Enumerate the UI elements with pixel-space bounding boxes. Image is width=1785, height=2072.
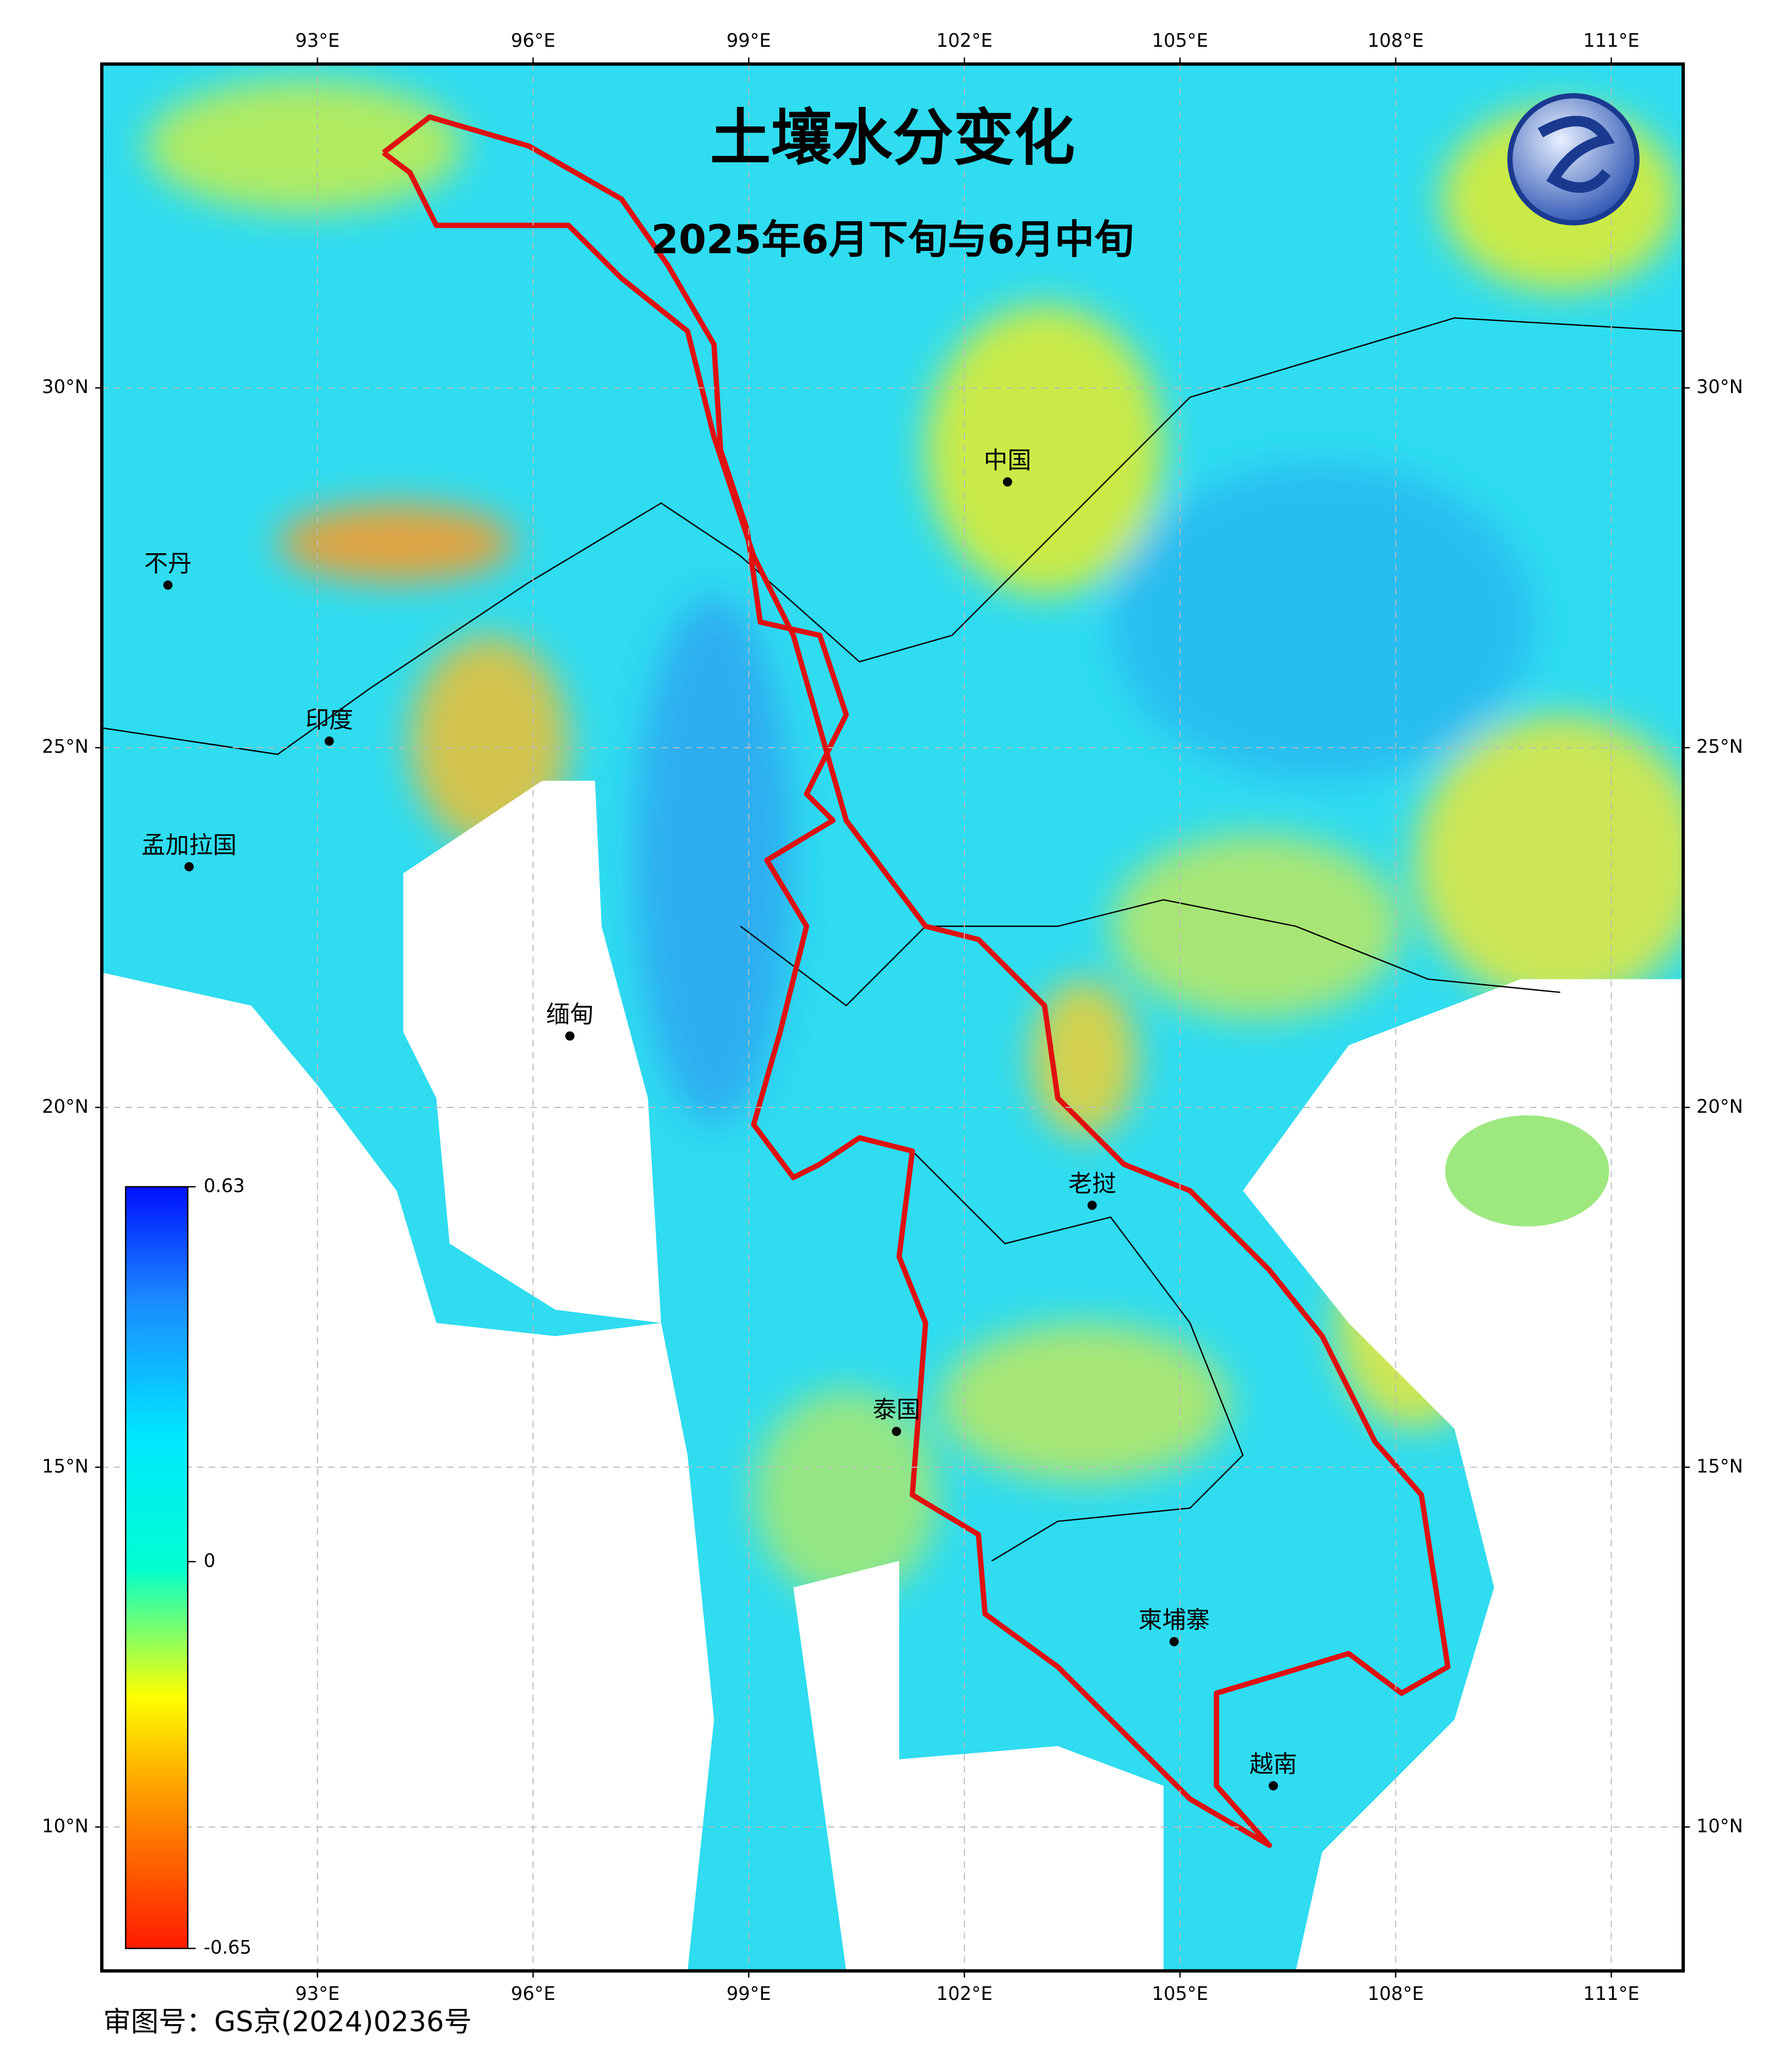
lon-label: 105°E <box>1152 1983 1208 2004</box>
place-label: 老挝 <box>1068 1170 1116 1198</box>
map-raster <box>101 64 1684 1971</box>
lon-label: 111°E <box>1583 1983 1639 2004</box>
lat-label: 15°N <box>1696 1455 1743 1477</box>
colorbar <box>125 1186 189 1949</box>
place-label: 泰国 <box>872 1397 920 1424</box>
lon-label: 111°E <box>1583 30 1639 51</box>
colorbar-label: 0.63 <box>204 1175 245 1196</box>
lat-label: 25°N <box>1696 736 1743 757</box>
place-dot <box>1268 1781 1278 1791</box>
place-label: 印度 <box>305 706 353 734</box>
lon-label: 99°E <box>727 30 771 51</box>
lon-label: 105°E <box>1152 30 1208 51</box>
lat-label: 25°N <box>42 736 89 757</box>
colorbar-label: -0.65 <box>204 1937 252 1958</box>
lat-label: 30°N <box>1696 376 1743 397</box>
map-subtitle: 2025年6月下旬与6月中旬 <box>651 216 1134 263</box>
lon-label: 96°E <box>511 30 555 51</box>
lat-label: 15°N <box>42 1455 89 1477</box>
lon-label: 93°E <box>295 30 340 51</box>
lon-label: 96°E <box>511 1983 555 2004</box>
lon-label: 108°E <box>1368 1983 1424 2004</box>
place-label: 中国 <box>984 447 1031 475</box>
lon-label: 108°E <box>1368 30 1424 51</box>
lon-label: 102°E <box>936 30 992 51</box>
place-dot <box>1087 1201 1097 1210</box>
place-dot <box>324 736 334 746</box>
place-dot <box>565 1031 575 1041</box>
lon-label: 99°E <box>727 1983 771 2004</box>
place-label: 柬埔寨 <box>1138 1607 1210 1634</box>
lat-label: 20°N <box>42 1095 89 1117</box>
lat-label: 10°N <box>1696 1815 1743 1836</box>
lat-label: 30°N <box>42 376 89 397</box>
place-dot <box>163 580 173 590</box>
lon-label: 102°E <box>936 1983 992 2004</box>
place-label: 孟加拉国 <box>141 832 237 859</box>
place-dot <box>1003 477 1012 487</box>
place-label: 缅甸 <box>546 1001 593 1028</box>
place-dot <box>1169 1637 1179 1646</box>
place-dot <box>892 1426 902 1436</box>
map-title: 土壤水分变化 <box>710 102 1075 173</box>
lat-label: 10°N <box>42 1815 89 1836</box>
logo <box>1507 93 1640 226</box>
place-label: 越南 <box>1249 1751 1297 1779</box>
map-frame <box>100 62 1685 1973</box>
approval-number: 审图号：GS京(2024)0236号 <box>103 2005 472 2038</box>
place-dot <box>184 862 194 871</box>
basin-boundary <box>381 114 1451 1848</box>
lat-label: 20°N <box>1696 1095 1743 1117</box>
lon-label: 93°E <box>295 1983 340 2004</box>
colorbar-label: 0 <box>204 1550 215 1571</box>
place-label: 不丹 <box>144 550 192 577</box>
